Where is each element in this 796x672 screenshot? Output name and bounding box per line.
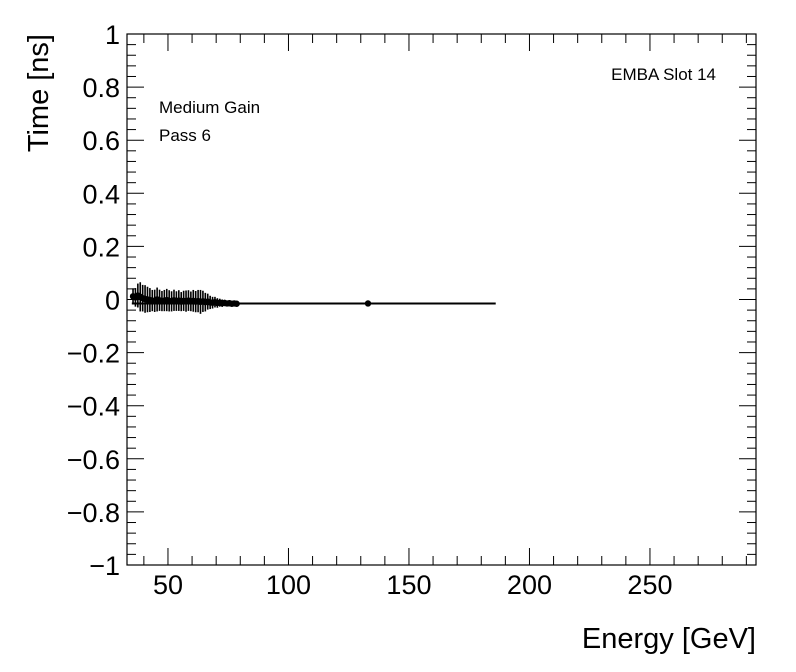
y-tick-label: −0.6: [67, 445, 120, 475]
slot-label: EMBA Slot 14: [611, 65, 716, 84]
tick-labels: 50 100 150 200 250 −1 −0.8 −0.6 −0.4 −0.2 0 0.2 0.4 0…: [67, 20, 673, 600]
y-tick-label: −0.2: [67, 339, 120, 369]
x-tick-label: 50: [153, 570, 183, 600]
y-tick-label: −0.8: [67, 498, 120, 528]
x-axis-title: Energy [GeV]: [582, 623, 756, 655]
y-axis-title: Time [ns]: [23, 34, 55, 152]
x-tick-label: 150: [386, 570, 431, 600]
y-tick-label: −1: [89, 551, 120, 581]
data-layer: [129, 282, 496, 314]
pass-label: Pass 6: [159, 126, 211, 145]
x-tick-label: 200: [507, 570, 552, 600]
y-tick-label: 1: [105, 20, 120, 50]
y-tick-label: 0.6: [82, 126, 120, 156]
x-tick-label: 100: [266, 570, 311, 600]
x-tick-label: 250: [627, 570, 672, 600]
data-point: [233, 300, 240, 307]
gain-label: Medium Gain: [159, 98, 260, 117]
y-tick-label: 0.2: [82, 232, 120, 262]
y-tick-label: −0.4: [67, 392, 120, 422]
y-tick-label: 0.8: [82, 73, 120, 103]
plot-frame: [126, 33, 757, 566]
axis-ticks: [127, 33, 756, 566]
data-point: [364, 300, 372, 307]
y-tick-label: 0: [105, 286, 120, 316]
y-tick-label: 0.4: [82, 179, 120, 209]
